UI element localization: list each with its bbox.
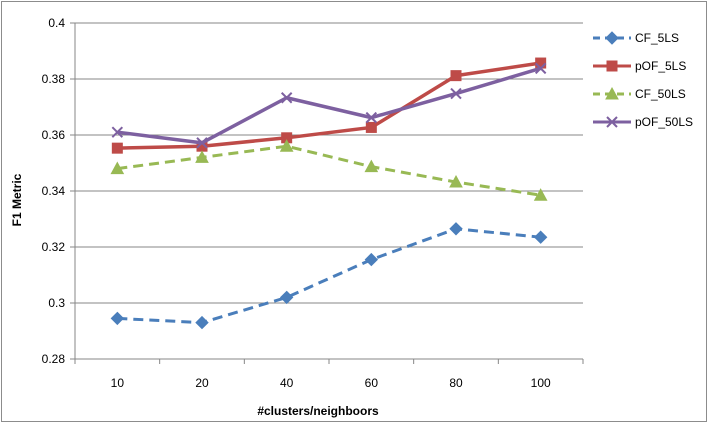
data-point bbox=[195, 150, 209, 163]
legend-item: CF_5LS bbox=[593, 31, 679, 45]
data-point bbox=[533, 230, 548, 244]
y-tick-label: 0.36 bbox=[42, 128, 66, 142]
data-point bbox=[365, 121, 377, 133]
x-tick-label: 20 bbox=[195, 376, 209, 390]
legend-marker bbox=[605, 31, 619, 45]
series-pof-50ls bbox=[111, 62, 547, 149]
data-point bbox=[364, 252, 379, 267]
data-point bbox=[280, 92, 293, 104]
x-tick-label: 100 bbox=[531, 376, 551, 390]
x-tick-label: 80 bbox=[449, 376, 463, 390]
data-point bbox=[534, 62, 547, 75]
series-cf-50ls bbox=[110, 139, 548, 201]
legend-label: pOF_50LS bbox=[635, 115, 693, 129]
data-point bbox=[279, 139, 294, 152]
data-point bbox=[111, 126, 124, 138]
data-point bbox=[110, 161, 125, 175]
y-tick-label: 0.34 bbox=[42, 184, 66, 198]
series-line bbox=[117, 66, 542, 145]
legend: CF_5LS pOF_5LS CF_50LS pOF_50LS bbox=[593, 31, 693, 129]
data-point bbox=[535, 57, 547, 69]
data-point bbox=[449, 174, 463, 188]
data-point bbox=[110, 311, 125, 326]
series-cf-5ls bbox=[110, 222, 548, 330]
data-point bbox=[533, 188, 548, 201]
legend-marker bbox=[606, 60, 618, 72]
series-line bbox=[117, 144, 541, 197]
data-point bbox=[279, 290, 294, 305]
y-tick-label: 0.32 bbox=[42, 240, 66, 254]
legend-item: pOF_5LS bbox=[593, 59, 686, 73]
x-tick-label: 10 bbox=[111, 376, 125, 390]
y-tick-label: 0.38 bbox=[42, 72, 66, 86]
y-tick-label: 0.28 bbox=[42, 352, 66, 366]
legend-marker bbox=[605, 86, 619, 100]
data-point bbox=[450, 87, 462, 100]
axes bbox=[70, 22, 584, 364]
tick-labels: 0.28 0.3 0.32 0.34 0.36 0.38 0.4 10 20 40 60 80 100 bbox=[42, 16, 551, 390]
data-point bbox=[449, 222, 463, 236]
series-line bbox=[117, 227, 541, 325]
legend-marker bbox=[606, 116, 618, 128]
data-point bbox=[364, 159, 379, 173]
legend-label: CF_5LS bbox=[635, 31, 679, 45]
data-point bbox=[196, 137, 208, 149]
data-point bbox=[111, 142, 123, 154]
y-tick-label: 0.3 bbox=[48, 296, 65, 310]
x-axis-title: #clusters/neighboors bbox=[257, 404, 379, 418]
data-point bbox=[195, 315, 209, 330]
x-tick-label: 40 bbox=[280, 376, 294, 390]
legend-item: pOF_50LS bbox=[593, 115, 693, 129]
legend-item: CF_50LS bbox=[593, 86, 686, 101]
x-tick-label: 60 bbox=[365, 376, 379, 390]
series-lines bbox=[110, 57, 548, 330]
legend-label: CF_50LS bbox=[635, 87, 686, 101]
data-point bbox=[365, 111, 378, 124]
series-line bbox=[117, 61, 541, 150]
data-point bbox=[450, 70, 462, 82]
y-tick-label: 0.4 bbox=[48, 16, 65, 30]
legend-label: pOF_5LS bbox=[635, 59, 686, 73]
gridlines bbox=[75, 22, 583, 304]
y-axis-title: F1 Metric bbox=[10, 173, 24, 226]
